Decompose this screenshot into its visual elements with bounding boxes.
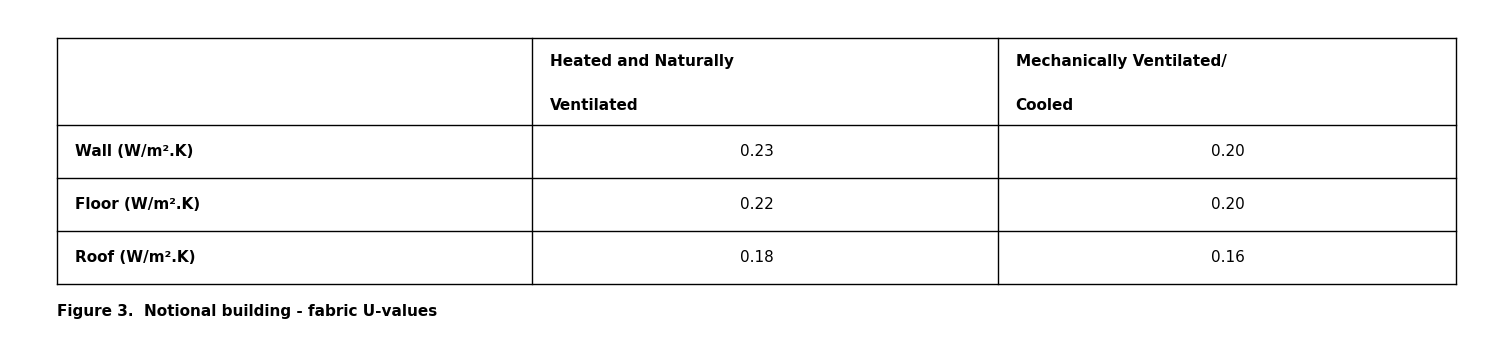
Text: Floor (W/m².K): Floor (W/m².K) (75, 197, 201, 212)
Text: 0.16: 0.16 (1212, 250, 1245, 265)
Text: 0.20: 0.20 (1212, 145, 1245, 159)
Text: Ventilated: Ventilated (550, 98, 638, 113)
Text: 0.20: 0.20 (1212, 197, 1245, 212)
Text: 0.22: 0.22 (740, 197, 773, 212)
Text: Roof (W/m².K): Roof (W/m².K) (75, 250, 195, 265)
Text: 0.18: 0.18 (740, 250, 773, 265)
Text: Heated and Naturally: Heated and Naturally (550, 54, 734, 69)
Text: Cooled: Cooled (1016, 98, 1074, 113)
Text: Figure 3.  Notional building - fabric U-values: Figure 3. Notional building - fabric U-v… (57, 304, 437, 319)
Text: Wall (W/m².K): Wall (W/m².K) (75, 145, 193, 159)
Text: Mechanically Ventilated/: Mechanically Ventilated/ (1016, 54, 1227, 69)
Text: 0.23: 0.23 (740, 145, 773, 159)
